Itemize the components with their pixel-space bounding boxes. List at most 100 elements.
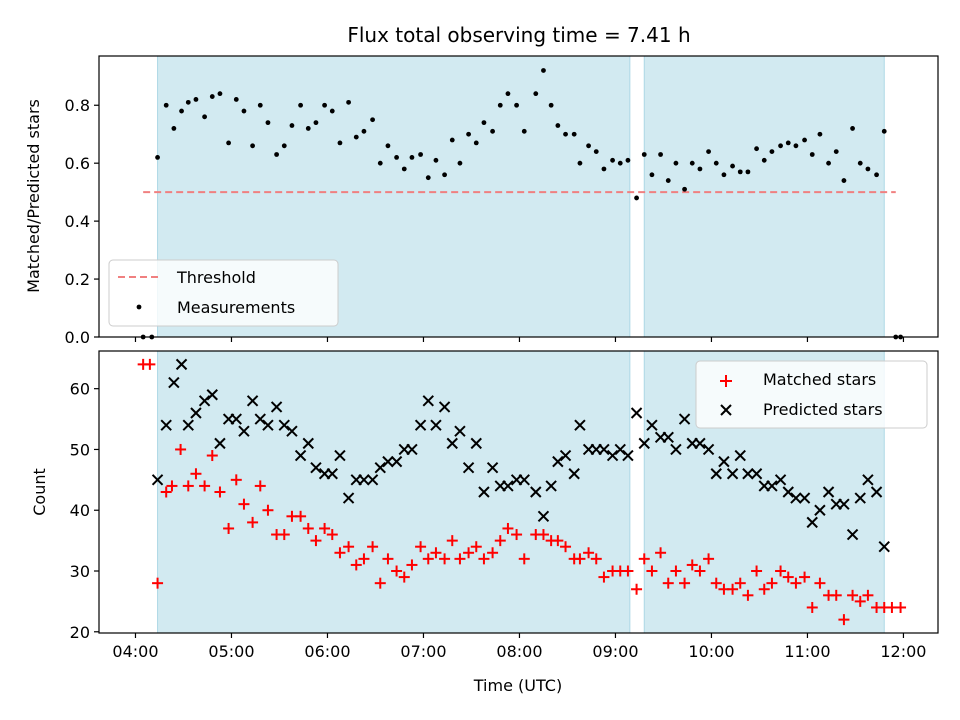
measurement-point-20 [298, 102, 303, 108]
predicted-star-point-70 [710, 468, 722, 480]
bottom-legend-box [695, 360, 928, 429]
predicted-star-point-82 [806, 516, 818, 529]
top-y-tick-label-3: 0.6 [65, 154, 90, 173]
measurement-point-91 [865, 166, 871, 172]
matched-star-point-42 [470, 541, 482, 553]
measurement-point-47 [514, 102, 519, 108]
predicted-star-point-5 [190, 407, 202, 419]
measurement-point-24 [329, 108, 335, 114]
measurement-point-30 [377, 160, 383, 166]
matched-star-point-35 [415, 541, 427, 553]
bottom-y-tick-label-0: 20 [70, 623, 90, 642]
measurement-point-86 [826, 160, 831, 166]
predicted-star-point-39 [462, 461, 475, 474]
x-axis-label: Time (UTC) [473, 676, 562, 695]
measurement-point-38 [442, 172, 447, 178]
predicted-stars-legend-label: Predicted stars [763, 400, 883, 419]
matched-star-point-6 [182, 480, 194, 492]
predicted-star-point-22 [326, 468, 338, 480]
matched-star-point-68 [679, 577, 691, 589]
top-y-tick-label-0: 0.0 [65, 328, 90, 347]
bottom-axes-frame [98, 350, 939, 634]
measurement-point-27 [353, 134, 359, 140]
measurement-point-41 [466, 131, 471, 137]
matched-star-point-58 [598, 571, 610, 583]
matched-star-point-69 [686, 559, 698, 571]
bottom-x-tick-label-6: 10:00 [688, 642, 734, 661]
matched-star-point-65 [655, 547, 667, 559]
predicted-star-point-80 [790, 492, 802, 504]
measurement-point-69 [689, 160, 695, 166]
predicted-star-point-89 [862, 474, 874, 486]
chart-title: Flux total observing time = 7.41 h [347, 23, 690, 47]
matched-star-point-4 [166, 480, 178, 492]
measurement-point-54 [571, 131, 577, 137]
matched-star-point-12 [230, 474, 242, 486]
measurement-point-65 [658, 152, 663, 157]
bottom-panel: 20 30 40 50 60 04:00 05:00 06:00 07:00 08:00 09:00… [30, 350, 939, 695]
bottom-x-tick-label-3: 07:00 [400, 642, 446, 661]
measurement-point-56 [586, 143, 591, 149]
measurement-point-15 [257, 102, 263, 108]
measurement-point-75 [737, 169, 743, 175]
measurement-point-39 [449, 137, 455, 143]
measurement-point-57 [593, 149, 599, 154]
predicted-star-point-81 [798, 492, 811, 504]
predicted-star-point-8 [214, 437, 226, 450]
measurement-point-66 [665, 178, 671, 183]
matched-star-point-5 [175, 443, 187, 455]
predicted-star-point-16 [278, 419, 290, 431]
measurement-point-72 [713, 160, 719, 166]
matched-star-point-11 [223, 522, 235, 534]
measurement-point-85 [817, 131, 823, 137]
predicted-star-point-1 [160, 419, 172, 431]
measurement-point-34 [409, 154, 415, 160]
matched-star-point-13 [238, 498, 250, 510]
matched-star-point-95 [895, 601, 907, 613]
bottom-y-tick-label-1: 30 [70, 562, 90, 581]
predicted-star-point-36 [438, 401, 451, 413]
predicted-star-point-64 [662, 431, 674, 444]
measurements-legend-swatch [136, 304, 142, 310]
matched-star-point-37 [430, 547, 442, 559]
measurement-point-23 [322, 102, 327, 108]
top-legend-box [108, 259, 339, 327]
predicted-star-point-29 [382, 455, 394, 468]
matched-star-point-39 [446, 535, 458, 547]
predicted-star-point-33 [414, 419, 427, 431]
matched-star-point-24 [326, 529, 338, 541]
top-measurement-points [140, 68, 903, 340]
matched-star-point-43 [478, 553, 490, 565]
matched-star-point-71 [703, 553, 715, 565]
top-y-tick-label-4: 0.8 [65, 96, 90, 115]
measurement-point-46 [505, 91, 511, 97]
bottom-observing-window-1 [157, 350, 631, 634]
matched-star-point-44 [487, 547, 499, 559]
matched-star-point-82 [790, 577, 802, 589]
predicted-star-point-59 [622, 449, 634, 462]
matched-star-point-33 [398, 571, 410, 583]
predicted-star-point-10 [230, 413, 242, 425]
top-axes: 0.0 0.2 0.4 0.6 0.8 [65, 55, 939, 347]
matched-star-point-89 [847, 589, 859, 601]
predicted-star-point-87 [846, 528, 859, 541]
predicted-star-point-17 [286, 425, 298, 437]
measurement-point-43 [481, 120, 487, 126]
measurement-point-55 [577, 160, 583, 166]
predicted-star-point-52 [568, 468, 580, 480]
bottom-axes: 20 30 40 50 60 04:00 05:00 06:00 07:00 08:00 09:00… [70, 350, 939, 661]
measurements-legend-label: Measurements [177, 298, 295, 317]
measurement-point-76 [745, 169, 751, 175]
predicted-star-point-47 [530, 486, 542, 498]
measurement-point-28 [361, 128, 367, 134]
predicted-star-point-0 [151, 474, 164, 486]
measurement-point-79 [769, 149, 775, 154]
matched-star-point-28 [358, 553, 370, 565]
matched-stars-legend-swatch [720, 375, 732, 387]
measurement-point-63 [641, 152, 647, 157]
measurement-point-32 [394, 154, 399, 160]
measurement-point-70 [697, 166, 703, 172]
matched-stars-legend-label: Matched stars [763, 370, 876, 389]
matched-star-point-47 [511, 529, 523, 541]
matched-star-point-57 [590, 553, 602, 565]
